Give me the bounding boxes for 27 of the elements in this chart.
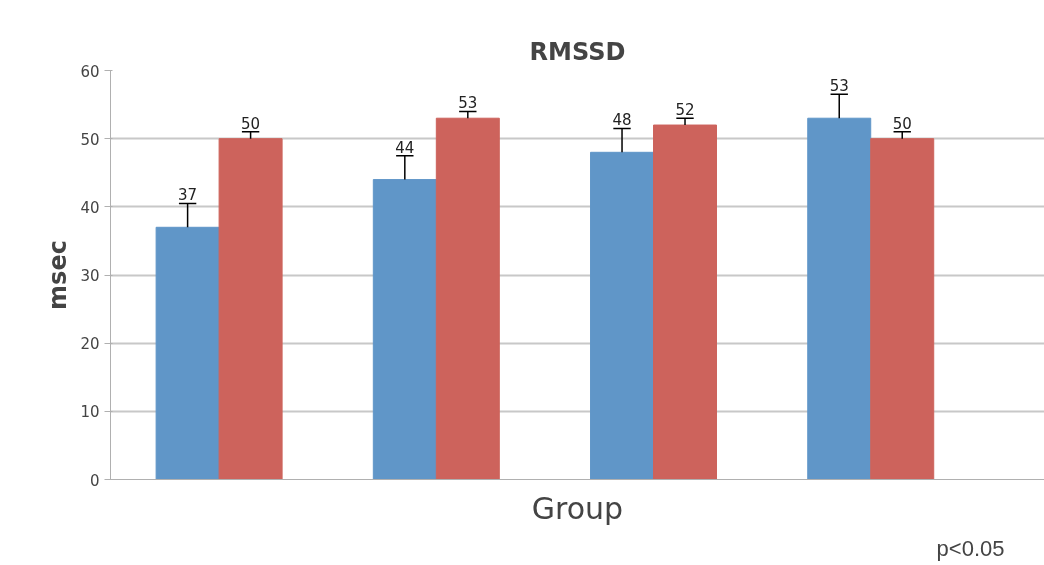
- bar: [372, 179, 437, 480]
- text: p<0.05: [936, 535, 1005, 561]
- data-label: 48: [612, 111, 632, 130]
- bar: [155, 226, 220, 480]
- bar: [870, 138, 935, 480]
- y-tick-label: 40: [80, 198, 100, 217]
- data-label: 50: [892, 114, 912, 133]
- y-axis-title: msec: [44, 240, 73, 310]
- data-label: 37: [178, 186, 198, 205]
- data-label: 53: [458, 94, 478, 113]
- y-tick-label: 50: [80, 130, 100, 149]
- data-label: 50: [241, 114, 261, 133]
- x-axis-title: Group: [531, 490, 624, 526]
- bar: [218, 138, 283, 480]
- chart-title: RMSSD: [529, 37, 626, 66]
- bar: [435, 117, 500, 480]
- y-tick-label: 60: [80, 62, 100, 81]
- y-tick-label: 0: [89, 471, 100, 490]
- data-label: 53: [829, 77, 849, 96]
- bar: [807, 117, 872, 480]
- y-tick-label: 10: [80, 403, 100, 422]
- y-tick-label: 20: [80, 335, 100, 354]
- bar: [590, 151, 655, 480]
- y-tick-label: 30: [80, 267, 100, 285]
- data-label: 44: [395, 138, 415, 157]
- data-label: 52: [675, 101, 695, 120]
- bar: [653, 124, 718, 480]
